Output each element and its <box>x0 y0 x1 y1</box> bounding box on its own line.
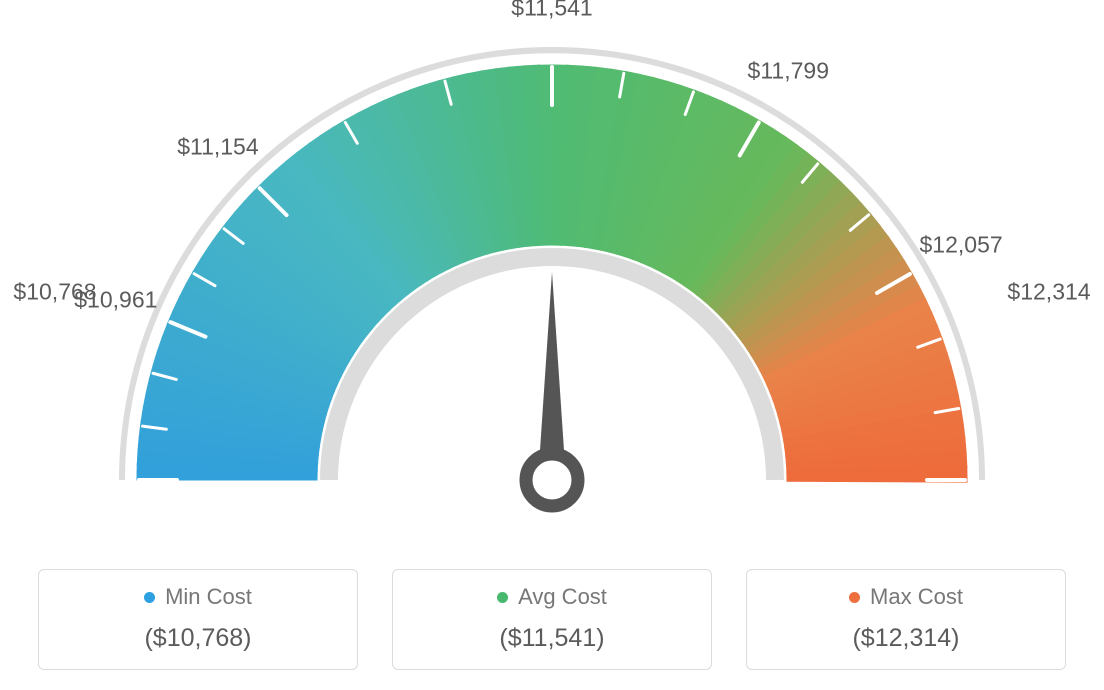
gauge-tick-label: $12,057 <box>920 231 1003 258</box>
legend-value-avg: ($11,541) <box>393 624 711 653</box>
gauge-tick-label: $10,961 <box>74 286 157 313</box>
legend-dot-min <box>144 592 155 603</box>
legend-box-avg: Avg Cost ($11,541) <box>392 569 712 670</box>
legend-label-avg: Avg Cost <box>518 584 607 610</box>
gauge-tick-label: $11,154 <box>177 133 258 160</box>
gauge-svg <box>0 0 1104 560</box>
legend-title-min: Min Cost <box>144 584 252 610</box>
legend-box-min: Min Cost ($10,768) <box>38 569 358 670</box>
legend-dot-max <box>849 592 860 603</box>
gauge-tick-label: $11,799 <box>748 58 829 85</box>
legend-label-max: Max Cost <box>870 584 963 610</box>
legend-title-max: Max Cost <box>849 584 963 610</box>
gauge-tick-label: $11,541 <box>511 0 592 22</box>
gauge-area: $10,768$10,961$11,154$11,541$11,799$12,0… <box>0 0 1104 560</box>
legend-value-min: ($10,768) <box>39 624 357 653</box>
legend-label-min: Min Cost <box>165 584 252 610</box>
gauge-tick-label: $12,314 <box>1007 279 1090 306</box>
legend-title-avg: Avg Cost <box>497 584 607 610</box>
legend-value-max: ($12,314) <box>747 624 1065 653</box>
cost-gauge-chart: $10,768$10,961$11,154$11,541$11,799$12,0… <box>0 0 1104 690</box>
legend-row: Min Cost ($10,768) Avg Cost ($11,541) Ma… <box>0 569 1104 670</box>
legend-dot-avg <box>497 592 508 603</box>
legend-box-max: Max Cost ($12,314) <box>746 569 1066 670</box>
